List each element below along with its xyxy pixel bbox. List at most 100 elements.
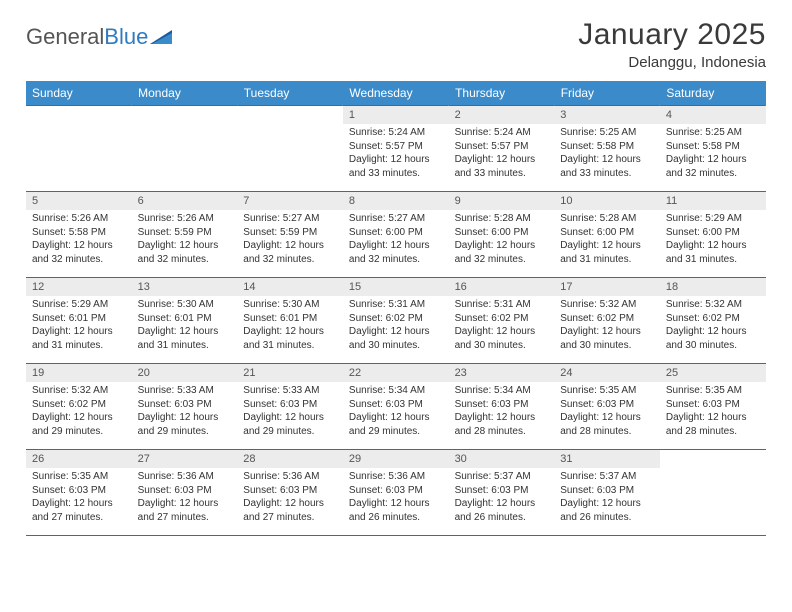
day-info: Sunrise: 5:37 AMSunset: 6:03 PMDaylight:…	[449, 468, 555, 528]
day-number: 31	[554, 450, 660, 468]
calendar-row: 19Sunrise: 5:32 AMSunset: 6:02 PMDayligh…	[26, 364, 766, 450]
day-number: 25	[660, 364, 766, 382]
day-info: Sunrise: 5:27 AMSunset: 5:59 PMDaylight:…	[237, 210, 343, 270]
dayheader-monday: Monday	[132, 81, 238, 106]
day-number: 17	[554, 278, 660, 296]
calendar-cell: 3Sunrise: 5:25 AMSunset: 5:58 PMDaylight…	[554, 106, 660, 192]
day-number: 8	[343, 192, 449, 210]
day-number: 23	[449, 364, 555, 382]
day-number: 30	[449, 450, 555, 468]
day-info: Sunrise: 5:36 AMSunset: 6:03 PMDaylight:…	[237, 468, 343, 528]
day-number: 24	[554, 364, 660, 382]
calendar-cell: 29Sunrise: 5:36 AMSunset: 6:03 PMDayligh…	[343, 450, 449, 536]
title-block: January 2025 Delanggu, Indonesia	[578, 18, 766, 71]
day-number: 12	[26, 278, 132, 296]
day-info: Sunrise: 5:35 AMSunset: 6:03 PMDaylight:…	[26, 468, 132, 528]
dayheader-thursday: Thursday	[449, 81, 555, 106]
calendar-cell: 16Sunrise: 5:31 AMSunset: 6:02 PMDayligh…	[449, 278, 555, 364]
calendar-cell: 14Sunrise: 5:30 AMSunset: 6:01 PMDayligh…	[237, 278, 343, 364]
logo-text: GeneralBlue	[26, 24, 148, 50]
day-number: 27	[132, 450, 238, 468]
day-info: Sunrise: 5:34 AMSunset: 6:03 PMDaylight:…	[449, 382, 555, 442]
dayheader-tuesday: Tuesday	[237, 81, 343, 106]
page-title: January 2025	[578, 18, 766, 52]
day-number: 20	[132, 364, 238, 382]
header: GeneralBlue January 2025 Delanggu, Indon…	[26, 18, 766, 71]
calendar-cell: 8Sunrise: 5:27 AMSunset: 6:00 PMDaylight…	[343, 192, 449, 278]
calendar-table: Sunday Monday Tuesday Wednesday Thursday…	[26, 81, 766, 536]
day-number: 6	[132, 192, 238, 210]
day-number: 26	[26, 450, 132, 468]
calendar-cell: 7Sunrise: 5:27 AMSunset: 5:59 PMDaylight…	[237, 192, 343, 278]
day-info: Sunrise: 5:33 AMSunset: 6:03 PMDaylight:…	[132, 382, 238, 442]
day-number: 14	[237, 278, 343, 296]
calendar-header-row: Sunday Monday Tuesday Wednesday Thursday…	[26, 81, 766, 106]
calendar-cell: 20Sunrise: 5:33 AMSunset: 6:03 PMDayligh…	[132, 364, 238, 450]
day-number: 18	[660, 278, 766, 296]
calendar-row: 26Sunrise: 5:35 AMSunset: 6:03 PMDayligh…	[26, 450, 766, 536]
logo-word2: Blue	[104, 24, 148, 49]
calendar-cell: 11Sunrise: 5:29 AMSunset: 6:00 PMDayligh…	[660, 192, 766, 278]
day-info: Sunrise: 5:31 AMSunset: 6:02 PMDaylight:…	[449, 296, 555, 356]
day-number: 1	[343, 106, 449, 124]
day-info: Sunrise: 5:30 AMSunset: 6:01 PMDaylight:…	[237, 296, 343, 356]
calendar-cell-empty	[26, 106, 132, 192]
day-info: Sunrise: 5:28 AMSunset: 6:00 PMDaylight:…	[449, 210, 555, 270]
calendar-cell: 15Sunrise: 5:31 AMSunset: 6:02 PMDayligh…	[343, 278, 449, 364]
day-number: 11	[660, 192, 766, 210]
day-info: Sunrise: 5:33 AMSunset: 6:03 PMDaylight:…	[237, 382, 343, 442]
day-info: Sunrise: 5:29 AMSunset: 6:01 PMDaylight:…	[26, 296, 132, 356]
day-number: 4	[660, 106, 766, 124]
day-number: 2	[449, 106, 555, 124]
calendar-cell-empty	[660, 450, 766, 536]
calendar-cell: 10Sunrise: 5:28 AMSunset: 6:00 PMDayligh…	[554, 192, 660, 278]
day-info: Sunrise: 5:24 AMSunset: 5:57 PMDaylight:…	[449, 124, 555, 184]
calendar-cell: 27Sunrise: 5:36 AMSunset: 6:03 PMDayligh…	[132, 450, 238, 536]
day-number: 7	[237, 192, 343, 210]
day-info: Sunrise: 5:29 AMSunset: 6:00 PMDaylight:…	[660, 210, 766, 270]
calendar-cell: 9Sunrise: 5:28 AMSunset: 6:00 PMDaylight…	[449, 192, 555, 278]
day-info: Sunrise: 5:36 AMSunset: 6:03 PMDaylight:…	[132, 468, 238, 528]
day-info: Sunrise: 5:34 AMSunset: 6:03 PMDaylight:…	[343, 382, 449, 442]
calendar-cell: 19Sunrise: 5:32 AMSunset: 6:02 PMDayligh…	[26, 364, 132, 450]
day-info: Sunrise: 5:26 AMSunset: 5:58 PMDaylight:…	[26, 210, 132, 270]
day-number: 9	[449, 192, 555, 210]
day-info: Sunrise: 5:35 AMSunset: 6:03 PMDaylight:…	[554, 382, 660, 442]
calendar-cell: 24Sunrise: 5:35 AMSunset: 6:03 PMDayligh…	[554, 364, 660, 450]
dayheader-friday: Friday	[554, 81, 660, 106]
location-subtitle: Delanggu, Indonesia	[578, 54, 766, 71]
calendar-cell: 18Sunrise: 5:32 AMSunset: 6:02 PMDayligh…	[660, 278, 766, 364]
day-number: 29	[343, 450, 449, 468]
day-number: 13	[132, 278, 238, 296]
calendar-row: 1Sunrise: 5:24 AMSunset: 5:57 PMDaylight…	[26, 106, 766, 192]
calendar-cell: 1Sunrise: 5:24 AMSunset: 5:57 PMDaylight…	[343, 106, 449, 192]
day-number: 16	[449, 278, 555, 296]
day-info: Sunrise: 5:30 AMSunset: 6:01 PMDaylight:…	[132, 296, 238, 356]
day-info: Sunrise: 5:32 AMSunset: 6:02 PMDaylight:…	[554, 296, 660, 356]
day-info: Sunrise: 5:36 AMSunset: 6:03 PMDaylight:…	[343, 468, 449, 528]
calendar-cell: 21Sunrise: 5:33 AMSunset: 6:03 PMDayligh…	[237, 364, 343, 450]
calendar-cell: 5Sunrise: 5:26 AMSunset: 5:58 PMDaylight…	[26, 192, 132, 278]
calendar-cell: 28Sunrise: 5:36 AMSunset: 6:03 PMDayligh…	[237, 450, 343, 536]
day-info: Sunrise: 5:31 AMSunset: 6:02 PMDaylight:…	[343, 296, 449, 356]
day-info: Sunrise: 5:26 AMSunset: 5:59 PMDaylight:…	[132, 210, 238, 270]
day-info: Sunrise: 5:25 AMSunset: 5:58 PMDaylight:…	[554, 124, 660, 184]
day-number: 22	[343, 364, 449, 382]
day-info: Sunrise: 5:37 AMSunset: 6:03 PMDaylight:…	[554, 468, 660, 528]
day-info: Sunrise: 5:35 AMSunset: 6:03 PMDaylight:…	[660, 382, 766, 442]
logo: GeneralBlue	[26, 18, 176, 50]
calendar-cell: 13Sunrise: 5:30 AMSunset: 6:01 PMDayligh…	[132, 278, 238, 364]
day-info: Sunrise: 5:28 AMSunset: 6:00 PMDaylight:…	[554, 210, 660, 270]
day-number: 28	[237, 450, 343, 468]
calendar-cell-empty	[132, 106, 238, 192]
calendar-cell: 6Sunrise: 5:26 AMSunset: 5:59 PMDaylight…	[132, 192, 238, 278]
day-info: Sunrise: 5:32 AMSunset: 6:02 PMDaylight:…	[660, 296, 766, 356]
logo-triangle-icon	[150, 28, 176, 46]
calendar-cell: 26Sunrise: 5:35 AMSunset: 6:03 PMDayligh…	[26, 450, 132, 536]
dayheader-sunday: Sunday	[26, 81, 132, 106]
calendar-cell: 23Sunrise: 5:34 AMSunset: 6:03 PMDayligh…	[449, 364, 555, 450]
day-info: Sunrise: 5:24 AMSunset: 5:57 PMDaylight:…	[343, 124, 449, 184]
day-number: 10	[554, 192, 660, 210]
calendar-row: 5Sunrise: 5:26 AMSunset: 5:58 PMDaylight…	[26, 192, 766, 278]
calendar-cell: 17Sunrise: 5:32 AMSunset: 6:02 PMDayligh…	[554, 278, 660, 364]
